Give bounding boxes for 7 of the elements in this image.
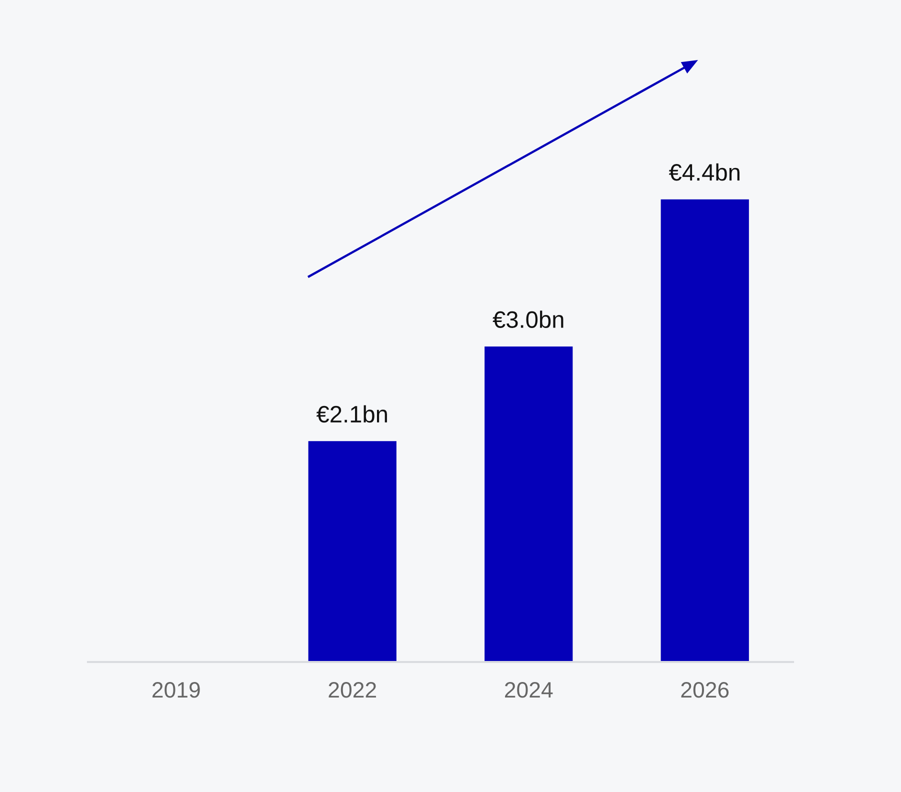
- x-tick-label: 2024: [505, 682, 553, 698]
- data-label: €2.1bn: [316, 405, 387, 423]
- x-tick-label: 2022: [328, 682, 376, 698]
- data-label: €4.4bn: [668, 163, 740, 181]
- data-label: €3.0bn: [492, 310, 564, 328]
- x-tick-label: 2019: [152, 682, 200, 698]
- x-tick-label: 2026: [681, 682, 729, 698]
